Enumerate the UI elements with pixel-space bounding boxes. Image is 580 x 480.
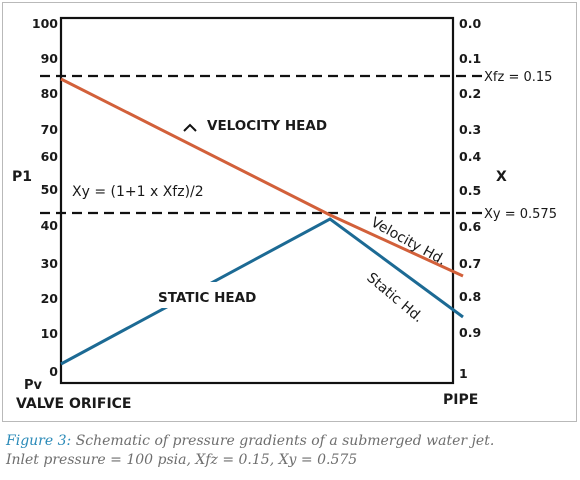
pv-label: Pv [24,378,43,393]
velocity-hd-label: Velocity Hd. [368,215,449,269]
left-tick: 90 [41,51,59,66]
xfz-label: Xfz = 0.15 [484,70,552,85]
left-tick: 10 [41,326,59,341]
figure-frame [2,2,577,422]
left-tick: 70 [41,122,59,137]
right-tick: 0.9 [459,325,481,340]
velocity-head-label: VELOCITY HEAD [207,118,327,134]
right-tick: 0.6 [459,219,481,234]
right-tick: 0.1 [459,51,481,66]
right-tick: 0.0 [459,16,481,31]
caption-line-2: Inlet pressure = 100 psia, Xfz = 0.15, X… [6,452,358,468]
right-axis-title: X [496,169,507,185]
right-axis-ticks: 0.0 0.1 0.2 0.3 0.4 0.5 0.6 0.7 0.8 0.9 … [459,16,481,381]
static-head-label: STATIC HEAD [158,290,256,306]
left-tick: 20 [41,291,59,306]
valve-orifice-label: VALVE ORIFICE [16,396,132,412]
static-hd-label: Static Hd. [363,270,426,326]
right-tick: 0.5 [459,183,481,198]
right-tick: 0.4 [459,149,481,164]
left-axis-title: P1 [12,169,32,185]
right-tick: 0.3 [459,122,481,137]
static-head-line [60,217,464,366]
caption-label: Figure 3: [6,433,72,449]
left-axis-ticks: 100 90 80 70 60 50 40 30 20 10 0 [32,16,58,379]
left-tick: 30 [41,256,59,271]
velocity-head-line [60,77,464,278]
figure-caption: Figure 3: Schematic of pressure gradient… [6,432,574,470]
pipe-label: PIPE [443,392,478,408]
left-tick: 80 [41,86,59,101]
left-tick: 40 [41,218,59,233]
plot-box [59,16,455,385]
left-tick: 100 [32,16,58,31]
left-tick: 0 [49,364,58,379]
caption-line-1: Figure 3: Schematic of pressure gradient… [6,432,574,451]
xy-label: Xy = 0.575 [484,207,557,222]
caption-text: Schematic of pressure gradients of a sub… [75,433,495,449]
xy-formula: Xy = (1+1 x Xfz)/2 [72,184,204,200]
right-tick: 1 [459,366,468,381]
pressure-gradient-diagram: 100 90 80 70 60 50 40 30 20 10 0 P1 Pv 0… [12,16,557,412]
caret-up-icon [183,123,197,132]
static-label-gap [150,282,258,308]
left-tick: 50 [41,182,59,197]
right-tick: 0.7 [459,256,481,271]
left-tick: 60 [41,149,59,164]
right-tick: 0.8 [459,289,481,304]
right-tick: 0.2 [459,86,481,101]
